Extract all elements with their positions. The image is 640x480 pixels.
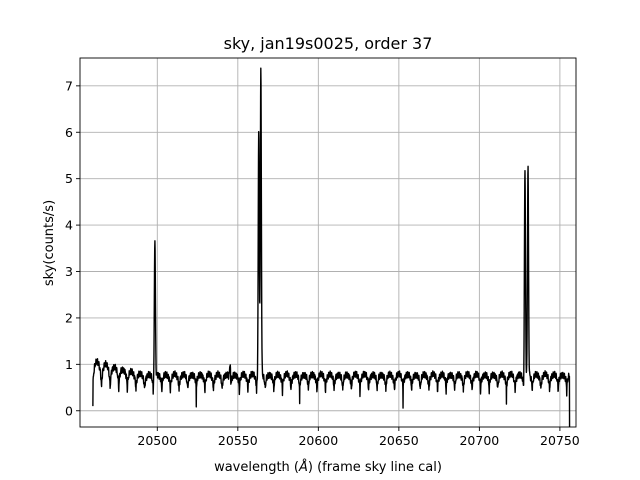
y-axis-label: sky(counts/s) — [42, 200, 57, 286]
plot-frame — [79, 57, 577, 428]
x-tick-label: 20600 — [298, 433, 338, 448]
x-tick-label: 20650 — [379, 433, 419, 448]
x-axis-label: wavelength (Å) (frame sky line cal) — [214, 459, 442, 475]
x-tick-label: 20500 — [137, 433, 177, 448]
grid — [80, 58, 576, 427]
x-tick-label: 20700 — [459, 433, 499, 448]
chart-title: sky, jan19s0025, order 37 — [224, 34, 433, 53]
y-axis-ticks: 0 1 2 3 4 5 6 7 — [65, 78, 80, 418]
sky-spectrum-line — [92, 67, 571, 428]
x-tick-label: 20750 — [540, 433, 580, 448]
x-axis-ticks: 20500 20550 20600 20650 20700 20750 — [137, 427, 580, 448]
y-tick-label: 3 — [65, 264, 73, 279]
y-tick-label: 7 — [65, 78, 73, 93]
y-tick-label: 4 — [65, 218, 73, 233]
y-tick-label: 6 — [65, 125, 73, 140]
y-tick-label: 1 — [65, 357, 73, 372]
x-tick-label: 20550 — [218, 433, 258, 448]
y-tick-label: 5 — [65, 171, 73, 186]
y-tick-label: 2 — [65, 310, 73, 325]
y-tick-label: 0 — [65, 403, 73, 418]
